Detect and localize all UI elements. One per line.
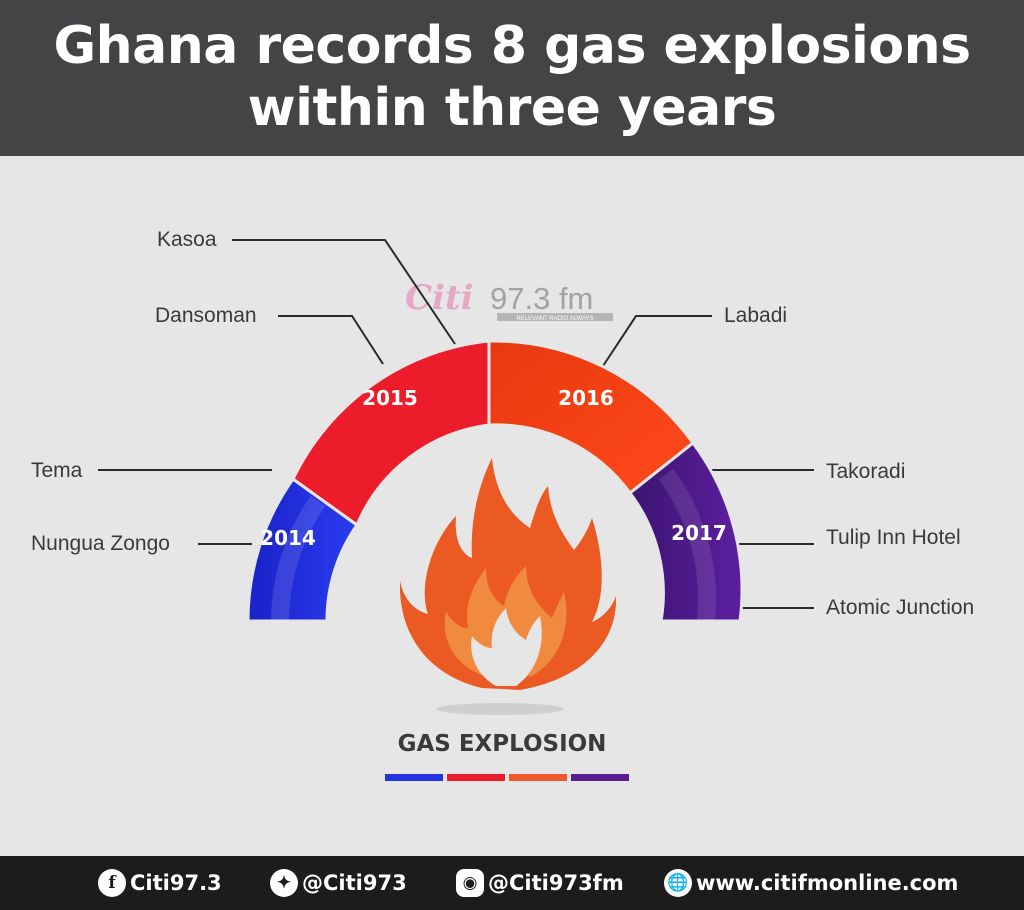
- year-arc: [246, 339, 744, 623]
- highlight-2014: [271, 495, 326, 622]
- legend-bar-4: [571, 774, 629, 781]
- year-label-2015: 2015: [362, 386, 418, 410]
- website-link[interactable]: 🌐 www.citifmonline.com: [664, 868, 958, 898]
- highlight-2017: [658, 468, 717, 622]
- twitter-handle: @Citi973: [302, 871, 407, 895]
- gas-explosion-caption: GAS EXPLOSION: [398, 731, 607, 757]
- globe-icon: 🌐: [664, 869, 692, 897]
- website-url: www.citifmonline.com: [696, 871, 959, 895]
- gas-explosion-diagram: Citi 97.3 fm RELEVANT RADIO ALWAYS: [31, 228, 974, 781]
- facebook-icon: f: [98, 869, 126, 897]
- footer-bar: f Citi97.3 ✦ @Citi973 ◉ @Citi973fm 🌐 www…: [0, 856, 1024, 910]
- diagram-area: Citi 97.3 fm RELEVANT RADIO ALWAYS: [0, 156, 1024, 856]
- twitter-link[interactable]: ✦ @Citi973: [270, 868, 407, 898]
- watermark-tagline: RELEVANT RADIO ALWAYS: [516, 316, 593, 322]
- instagram-link[interactable]: ◉ @Citi973fm: [456, 868, 624, 898]
- leader-lines: [98, 239, 814, 609]
- legend-bar-3: [509, 774, 567, 781]
- flame-core: [471, 608, 542, 686]
- leader-kasoa: [232, 239, 456, 345]
- legend-bar-1: [385, 774, 443, 781]
- leader-labadi: [602, 315, 712, 367]
- watermark-station: 97.3 fm: [490, 281, 593, 316]
- year-label-2017: 2017: [671, 521, 727, 545]
- segment-2017: [627, 440, 744, 623]
- watermark-brand: Citi: [405, 278, 474, 318]
- instagram-icon: ◉: [456, 869, 484, 897]
- segment-2015: [291, 339, 491, 528]
- header-banner: Ghana records 8 gas explosions within th…: [0, 0, 1024, 156]
- color-legend: [385, 774, 629, 781]
- year-label-2014: 2014: [260, 526, 316, 550]
- location-dansoman: Dansoman: [155, 304, 257, 327]
- watermark-tagline-bar: [497, 313, 613, 321]
- year-label-2016: 2016: [558, 386, 614, 410]
- flame-shadow: [436, 703, 564, 715]
- location-labadi: Labadi: [724, 304, 787, 327]
- title-line-2: within three years: [247, 78, 777, 138]
- location-nungua-zongo: Nungua Zongo: [31, 532, 170, 555]
- leader-dansoman: [278, 315, 384, 365]
- twitter-icon: ✦: [270, 869, 298, 897]
- location-tema: Tema: [31, 459, 83, 482]
- instagram-handle: @Citi973fm: [488, 871, 624, 895]
- facebook-handle: Citi97.3: [130, 871, 222, 895]
- legend-bar-2: [447, 774, 505, 781]
- location-tulip-inn-hotel: Tulip Inn Hotel: [826, 526, 961, 549]
- location-atomic-junction: Atomic Junction: [826, 596, 974, 619]
- citi-watermark: Citi 97.3 fm RELEVANT RADIO ALWAYS: [405, 278, 613, 322]
- flame-icon: [399, 458, 617, 715]
- facebook-link[interactable]: f Citi97.3: [98, 868, 222, 898]
- location-takoradi: Takoradi: [826, 460, 905, 483]
- title-line-1: Ghana records 8 gas explosions: [53, 16, 971, 76]
- location-kasoa: Kasoa: [157, 228, 217, 251]
